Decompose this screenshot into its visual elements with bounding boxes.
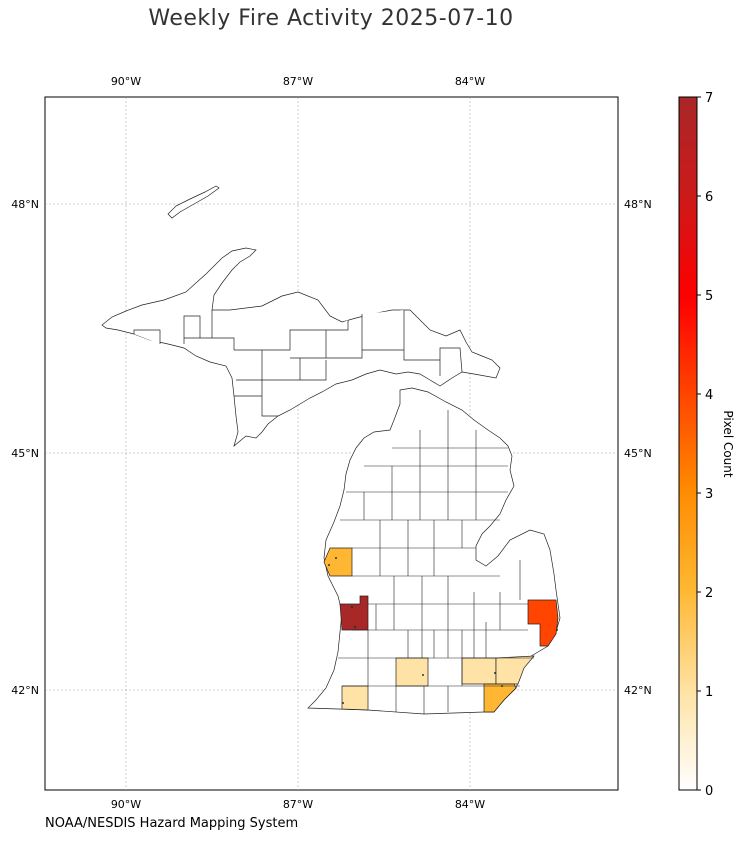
county-calhoun	[395, 657, 429, 687]
fire-point	[342, 702, 344, 704]
county-ottawa	[323, 547, 353, 577]
tick-label-bottom-84w: 84°W	[455, 798, 485, 811]
credit-text: NOAA/NESDIS Hazard Mapping System	[45, 816, 299, 831]
fire-point	[353, 625, 357, 629]
upper-peninsula	[101, 185, 501, 447]
colorbar-tick-labels: 0 1 2 3 4 5 6 7	[705, 91, 713, 799]
colorbar-tick-3: 3	[705, 487, 713, 502]
up-outline	[101, 247, 501, 447]
fire-point	[494, 672, 496, 674]
fire-point	[556, 629, 558, 631]
tick-label-top-87w: 87°W	[283, 75, 313, 88]
county-oakland	[495, 655, 535, 685]
fire-point	[328, 564, 330, 566]
map-frame	[44, 96, 619, 791]
tick-label-right-45n: 45°N	[624, 447, 652, 460]
colorbar-tick-6: 6	[705, 190, 713, 205]
colorbar-ticks	[697, 96, 701, 791]
top-lon-labels: 90°W 87°W 84°W	[111, 75, 485, 88]
tick-label-bottom-90w: 90°W	[111, 798, 141, 811]
colorbar-label: Pixel Count	[721, 410, 735, 478]
fire-point	[422, 674, 424, 676]
isle-royale	[167, 185, 220, 219]
colorbar-tick-1: 1	[705, 685, 713, 700]
left-lat-labels: 48°N 45°N 42°N	[11, 198, 39, 697]
tick-label-left-48n: 48°N	[11, 198, 39, 211]
fire-point	[350, 605, 354, 609]
colorbar-tick-0: 0	[705, 784, 713, 799]
tick-label-top-84w: 84°W	[455, 75, 485, 88]
tick-label-left-45n: 45°N	[11, 447, 39, 460]
colorbar-tick-2: 2	[705, 586, 713, 601]
fire-point	[501, 685, 503, 687]
right-lat-labels: 48°N 45°N 42°N	[624, 198, 652, 697]
county-st-clair	[527, 599, 559, 647]
county-washtenaw	[461, 657, 497, 685]
county-lines	[338, 410, 534, 714]
colorbar-tick-5: 5	[705, 289, 713, 304]
tick-label-right-48n: 48°N	[624, 198, 652, 211]
colorbar	[678, 96, 698, 791]
tick-label-right-42n: 42°N	[624, 684, 652, 697]
tick-label-bottom-87w: 87°W	[283, 798, 313, 811]
colorbar-tick-7: 7	[705, 91, 713, 106]
bottom-lon-labels: 90°W 87°W 84°W	[111, 798, 485, 811]
fire-point	[335, 557, 337, 559]
colorbar-tick-4: 4	[705, 388, 713, 403]
map-title: Weekly Fire Activity 2025-07-10	[148, 6, 514, 31]
fire-detections	[328, 557, 558, 704]
county-kalamazoo	[339, 595, 369, 631]
county-wayne	[483, 683, 517, 713]
tick-label-left-42n: 42°N	[11, 684, 39, 697]
tick-label-top-90w: 90°W	[111, 75, 141, 88]
county-st-joseph	[341, 685, 369, 711]
